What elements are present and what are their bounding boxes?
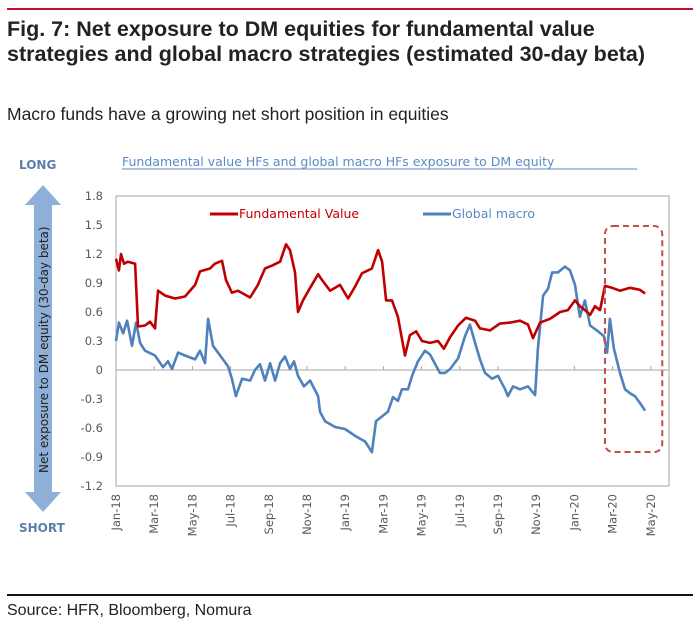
x-tick-label: May-20 (644, 494, 658, 536)
x-tick-label: Jan-18 (109, 494, 123, 532)
x-tick-label: Sep-18 (262, 494, 276, 534)
long-label: LONG (19, 158, 56, 172)
short-label: SHORT (19, 521, 66, 535)
fundamental-value-line (114, 243, 646, 357)
y-tick-label: 0.3 (85, 334, 103, 348)
footer-rule (7, 594, 693, 596)
legend: Fundamental Value Global macro (210, 206, 535, 221)
x-tick-label: Mar-19 (376, 494, 390, 534)
x-tick-label: Nov-19 (529, 494, 543, 535)
y-tick-label: -0.6 (81, 421, 103, 435)
source-note: Source: HFR, Bloomberg, Nomura (7, 602, 252, 619)
x-tick-label: Sep-19 (491, 494, 505, 534)
line-chart: Fundamental value HFs and global macro H… (19, 154, 670, 536)
y-tick-label: 1.8 (85, 189, 103, 203)
y-tick-label: 1.2 (85, 247, 103, 261)
legend-label-global-macro: Global macro (452, 206, 535, 221)
y-tick-label: 0 (96, 363, 103, 377)
y-tick-label: -0.9 (81, 450, 103, 464)
x-tick-label: Nov-18 (300, 494, 314, 535)
figure-subtitle: Macro funds have a growing net short pos… (7, 104, 449, 124)
y-tick-label: 0.9 (85, 276, 103, 290)
x-tick-label: Mar-20 (606, 494, 620, 534)
highlight-box-annotation (603, 225, 664, 453)
global-macro-line (114, 265, 647, 454)
y-tick-label: -0.3 (81, 392, 103, 406)
top-accent-rule (7, 8, 693, 10)
y-axis-label: Net exposure to DM equity (30-day beta) (37, 226, 51, 473)
x-tick-label: Jul-19 (453, 494, 467, 528)
chart-title: Fundamental value HFs and global macro H… (122, 154, 555, 169)
figure-title: Fig. 7: Net exposure to DM equities for … (7, 17, 646, 66)
legend-label-fundamental-value: Fundamental Value (239, 206, 359, 221)
x-tick-label: May-19 (415, 494, 429, 536)
x-tick-label: Jan-20 (567, 494, 581, 532)
y-tick-label: -1.2 (81, 479, 103, 493)
y-tick-label: 1.5 (85, 218, 103, 232)
x-tick-label: May-18 (185, 494, 199, 536)
y-tick-label: 0.6 (85, 305, 103, 319)
x-tick-label: Mar-18 (147, 494, 161, 534)
long-short-arrow-icon (25, 185, 61, 512)
x-tick-label: Jan-19 (338, 494, 352, 532)
plot-area (115, 195, 670, 487)
x-tick-label: Jul-18 (224, 494, 238, 528)
